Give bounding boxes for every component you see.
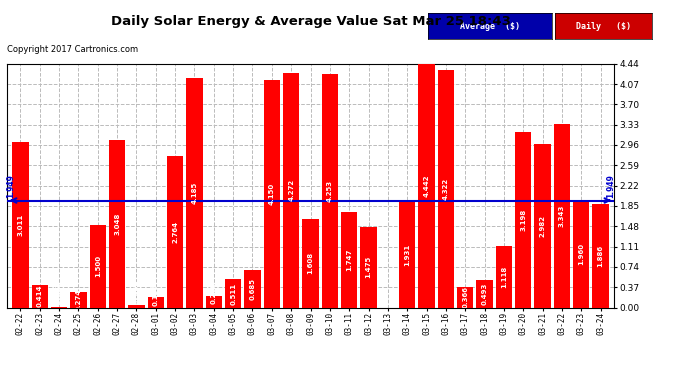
Bar: [592, 204, 609, 308]
Bar: [495, 246, 512, 308]
Bar: [437, 70, 454, 308]
Bar: [90, 225, 106, 308]
Bar: [51, 307, 68, 308]
Text: 1.500: 1.500: [95, 255, 101, 278]
Bar: [128, 305, 145, 308]
Text: 1.886: 1.886: [598, 244, 604, 267]
Text: 4.185: 4.185: [191, 182, 197, 204]
Bar: [225, 279, 241, 308]
Text: 1.960: 1.960: [578, 243, 584, 265]
Bar: [360, 226, 377, 308]
Text: 4.442: 4.442: [424, 174, 430, 197]
Bar: [553, 124, 570, 308]
Bar: [12, 142, 29, 308]
Text: 4.253: 4.253: [327, 180, 333, 202]
Bar: [302, 219, 319, 308]
Bar: [418, 64, 435, 308]
Text: 2.982: 2.982: [540, 214, 546, 237]
Bar: [476, 280, 493, 308]
Text: 0.366: 0.366: [462, 286, 469, 309]
Text: 4.150: 4.150: [269, 183, 275, 205]
Text: Daily Solar Energy & Average Value Sat Mar 25 18:43: Daily Solar Energy & Average Value Sat M…: [110, 15, 511, 28]
Text: 1.608: 1.608: [308, 252, 313, 274]
Text: 3.011: 3.011: [17, 214, 23, 236]
Text: 4.322: 4.322: [443, 178, 449, 200]
Text: Daily   ($): Daily ($): [576, 22, 631, 31]
Text: 0.011: 0.011: [56, 282, 62, 304]
Text: 0.414: 0.414: [37, 285, 43, 308]
Bar: [283, 73, 299, 308]
Text: Average  ($): Average ($): [460, 22, 520, 31]
Bar: [341, 211, 357, 308]
Bar: [244, 270, 261, 308]
Text: Copyright 2017 Cartronics.com: Copyright 2017 Cartronics.com: [7, 45, 138, 54]
Bar: [32, 285, 48, 308]
Text: 0.186: 0.186: [152, 284, 159, 306]
Bar: [206, 296, 222, 307]
Bar: [457, 287, 473, 308]
Text: 1.475: 1.475: [366, 256, 371, 278]
Text: 0.208: 0.208: [211, 282, 217, 304]
Bar: [109, 140, 126, 308]
Text: 1.949: 1.949: [6, 174, 15, 198]
Text: 4.272: 4.272: [288, 179, 294, 201]
Bar: [167, 156, 184, 308]
Bar: [148, 297, 164, 307]
Text: 0.685: 0.685: [250, 278, 255, 300]
Text: 3.343: 3.343: [559, 204, 565, 227]
Text: 1.747: 1.747: [346, 248, 352, 271]
Text: 1.931: 1.931: [404, 243, 410, 266]
Bar: [399, 201, 415, 308]
Text: 0.511: 0.511: [230, 282, 236, 304]
Text: 3.198: 3.198: [520, 209, 526, 231]
Text: 2.764: 2.764: [172, 220, 178, 243]
Text: 0.044: 0.044: [133, 280, 139, 302]
Bar: [515, 132, 531, 308]
Text: 0.493: 0.493: [482, 283, 488, 305]
Bar: [322, 74, 338, 308]
Bar: [573, 200, 589, 308]
Bar: [70, 292, 87, 308]
Bar: [264, 80, 280, 308]
Text: 0.274: 0.274: [75, 289, 81, 311]
Text: 1.949: 1.949: [606, 174, 615, 198]
Bar: [534, 144, 551, 308]
Text: 3.048: 3.048: [114, 213, 120, 235]
Bar: [186, 78, 203, 308]
Text: 1.118: 1.118: [501, 266, 507, 288]
